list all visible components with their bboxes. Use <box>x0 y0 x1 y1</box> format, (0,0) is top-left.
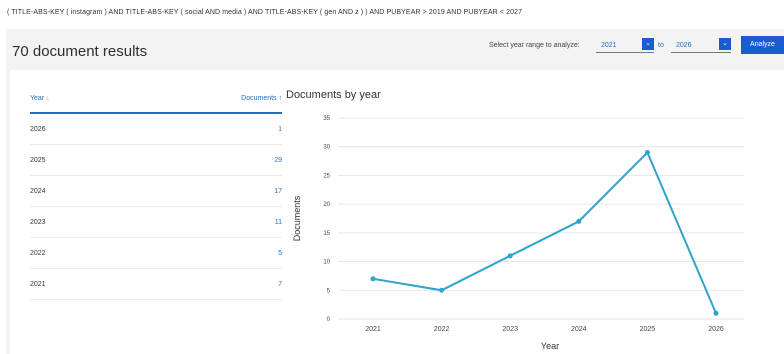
data-point <box>713 310 719 316</box>
sort-up-icon: ↑ <box>278 95 283 102</box>
to-label: to <box>658 42 664 49</box>
x-tick-label: 2023 <box>502 326 518 333</box>
y-tick-label: 5 <box>327 288 331 294</box>
chevron-down-icon: ⌄ <box>642 38 654 50</box>
x-tick-label: 2025 <box>640 326 656 333</box>
documents-column-header[interactable]: Documents ↑ <box>241 95 282 102</box>
row-count-link[interactable]: 5 <box>278 250 282 257</box>
x-tick-label: 2024 <box>571 326 587 333</box>
row-count-link[interactable]: 1 <box>278 126 282 133</box>
chart-title: Documents by year <box>286 89 381 101</box>
chevron-down-icon: ⌄ <box>719 38 731 50</box>
y-tick-label: 10 <box>323 260 330 266</box>
data-point <box>507 253 513 259</box>
x-tick-label: 2022 <box>434 326 450 333</box>
y-tick-label: 15 <box>323 231 330 237</box>
from-year-select[interactable]: 2021 ⌄ <box>596 38 654 53</box>
data-point <box>644 149 650 155</box>
table-row: 2023 11 <box>30 207 282 238</box>
x-tick-label: 2021 <box>365 326 381 333</box>
x-tick-label: 2026 <box>708 326 724 333</box>
table-row: 2024 17 <box>30 176 282 207</box>
results-title: 70 document results <box>12 43 148 60</box>
to-year-value: 2026 <box>676 42 692 49</box>
row-count-link[interactable]: 11 <box>274 219 282 226</box>
from-year-value: 2021 <box>601 42 617 49</box>
chart-card: Year ↓ Documents ↑ 2026 1 2025 29 2024 17 2023… <box>10 70 784 354</box>
data-point <box>439 287 445 293</box>
to-year-select[interactable]: 2026 ⌄ <box>671 38 731 53</box>
row-year: 2023 <box>30 219 46 226</box>
year-range-label: Select year range to analyze: <box>489 42 580 49</box>
row-year: 2025 <box>30 157 46 164</box>
analyze-button[interactable]: Analyze <box>741 36 784 54</box>
sort-down-icon: ↓ <box>46 95 50 102</box>
y-axis-label: Documents <box>292 195 302 241</box>
year-column-header[interactable]: Year ↓ <box>30 95 50 102</box>
table-row: 2021 7 <box>30 269 282 300</box>
table-row: 2025 29 <box>30 145 282 176</box>
table-row: 2026 1 <box>30 114 282 145</box>
x-axis-label: Year <box>541 341 559 351</box>
row-count-link[interactable]: 29 <box>274 157 282 164</box>
y-tick-label: 20 <box>323 202 330 208</box>
y-tick-label: 0 <box>327 317 331 323</box>
row-count-link[interactable]: 17 <box>274 188 282 195</box>
year-table: Year ↓ Documents ↑ 2026 1 2025 29 2024 17 2023… <box>30 70 282 300</box>
row-year: 2021 <box>30 281 46 288</box>
table-header: Year ↓ Documents ↑ <box>30 70 282 114</box>
row-year: 2022 <box>30 250 46 257</box>
search-query: ( TITLE-ABS-KEY ( instagram ) AND TITLE-… <box>7 9 523 16</box>
data-point <box>370 276 376 282</box>
row-count-link[interactable]: 7 <box>278 281 282 288</box>
row-year: 2024 <box>30 188 46 195</box>
y-tick-label: 30 <box>323 145 330 151</box>
table-row: 2022 5 <box>30 238 282 269</box>
data-point <box>576 218 582 224</box>
row-year: 2026 <box>30 126 46 133</box>
y-tick-label: 25 <box>323 173 330 179</box>
y-tick-label: 35 <box>323 116 330 122</box>
series-line <box>372 150 717 314</box>
